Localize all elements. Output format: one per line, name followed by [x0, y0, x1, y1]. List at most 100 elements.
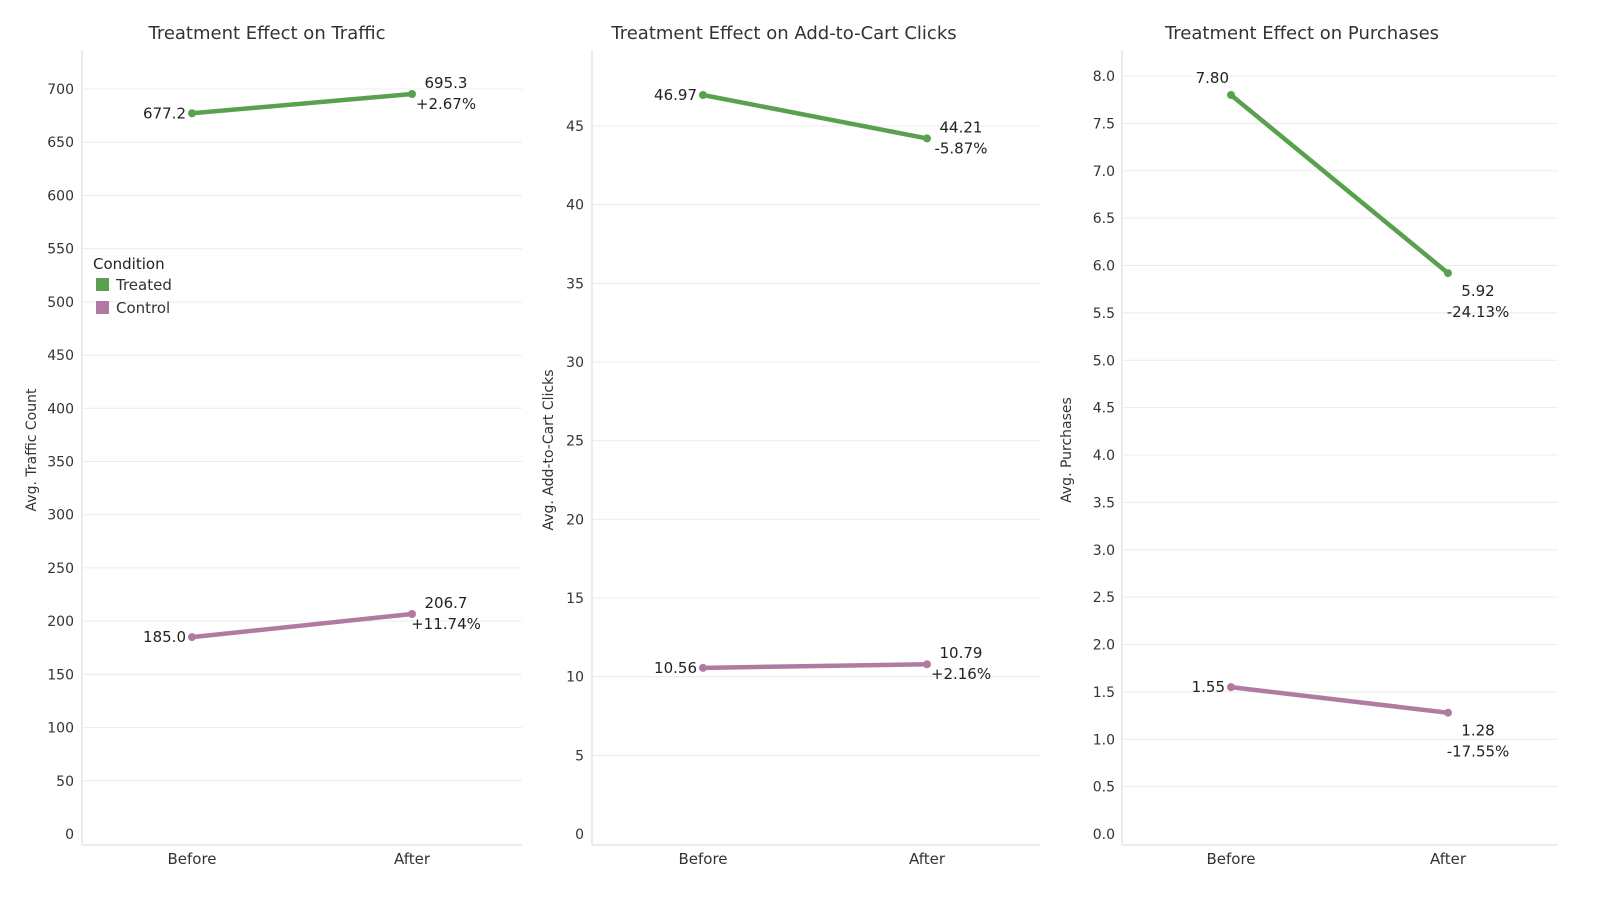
- data-point: [699, 663, 707, 672]
- series-line: [700, 661, 930, 671]
- data-label: 695.3: [425, 74, 468, 92]
- y-axis-label: Avg. Add-to-Cart Clicks: [541, 369, 557, 530]
- y-tick-label: 3.5: [1093, 495, 1115, 511]
- data-label: 46.97: [654, 86, 697, 104]
- series-line: [1228, 92, 1451, 276]
- series-treated: 677.2 695.3 +2.67%: [143, 74, 476, 122]
- data-label: 5.92: [1461, 282, 1494, 300]
- y-tick-label: 150: [47, 667, 74, 683]
- y-tick-label: 550: [47, 242, 74, 258]
- y-tick-label: 200: [47, 614, 74, 630]
- y-tick-label: 7.5: [1093, 116, 1115, 132]
- series-control: 1.55 1.28 -17.55%: [1192, 678, 1510, 761]
- y-tick-label: 40: [566, 198, 584, 214]
- change-label: -24.13%: [1447, 303, 1510, 321]
- legend-title: Condition: [93, 255, 165, 273]
- chart-panel-1: Treatment Effect on Traffic 0 50 100 150 200 2…: [24, 23, 522, 868]
- y-tick-label: 0.5: [1093, 780, 1115, 796]
- y-tick-label: 1.5: [1093, 685, 1115, 701]
- y-tick-label: 4.5: [1093, 401, 1115, 417]
- data-label: 206.7: [425, 594, 468, 612]
- change-label: -17.55%: [1447, 743, 1510, 761]
- data-point: [408, 610, 416, 619]
- chart-title: Treatment Effect on Traffic: [147, 23, 385, 44]
- data-label: 677.2: [143, 104, 186, 122]
- x-tick-label: Before: [678, 850, 727, 868]
- y-tick-label: 350: [47, 455, 74, 471]
- y-tick-label: 400: [47, 401, 74, 417]
- data-label: 10.56: [654, 659, 697, 677]
- data-label: 7.80: [1196, 69, 1229, 87]
- y-tick-label: 20: [566, 512, 584, 528]
- series-line: [700, 92, 930, 141]
- series-control: 185.0 206.7 +11.74%: [143, 594, 481, 646]
- y-tick-label: 8.0: [1093, 69, 1115, 85]
- y-tick-label: 600: [47, 188, 74, 204]
- data-point: [699, 91, 707, 100]
- x-tick-label: After: [394, 850, 431, 868]
- data-label: 10.79: [940, 644, 983, 662]
- y-axis-label: Avg. Purchases: [1059, 397, 1075, 503]
- series-line: [189, 91, 415, 116]
- series-control: 10.56 10.79 +2.16%: [654, 644, 991, 683]
- legend-item-control: Control: [116, 299, 170, 317]
- y-tick-label: 700: [47, 82, 74, 98]
- y-tick-label: 7.0: [1093, 164, 1115, 180]
- chart-panels: Treatment Effect on Traffic0501001502002…: [24, 23, 1558, 868]
- data-point: [923, 660, 931, 669]
- y-tick-label: 5: [575, 748, 584, 764]
- series-treated: 46.97 44.21 -5.87%: [654, 86, 987, 157]
- data-point: [188, 633, 196, 642]
- y-tick-label: 6.0: [1093, 259, 1115, 275]
- y-tick-label: 5.5: [1093, 306, 1115, 322]
- x-tick-label: After: [909, 850, 946, 868]
- y-tick-label: 15: [566, 591, 584, 607]
- data-point: [923, 134, 931, 143]
- data-label: 44.21: [940, 118, 983, 136]
- y-tick-label: 0.0: [1093, 827, 1115, 843]
- y-tick-label: 300: [47, 508, 74, 524]
- data-point: [1444, 269, 1452, 278]
- data-point: [1444, 708, 1452, 717]
- y-tick-label: 2.0: [1093, 638, 1115, 654]
- series-line: [1228, 684, 1451, 715]
- change-label: +11.74%: [411, 615, 481, 633]
- y-tick-label: 250: [47, 561, 74, 577]
- series-line: [189, 611, 415, 640]
- change-label: +2.67%: [416, 95, 476, 113]
- chart-panel-2: Treatment Effect on Add-to-Cart Clicks 0 5…: [541, 23, 1040, 868]
- change-label: +2.16%: [931, 665, 991, 683]
- y-tick-label: 0: [65, 827, 74, 843]
- data-label: 1.28: [1461, 722, 1494, 740]
- chart-panel-3: Treatment Effect on Purchases 0.0 0.5 1.0 1.…: [1059, 23, 1558, 868]
- y-tick-label: 6.5: [1093, 211, 1115, 227]
- chart-title: Treatment Effect on Purchases: [1164, 23, 1439, 44]
- y-tick-label: 0: [575, 827, 584, 843]
- legend-swatch-control: [96, 301, 109, 314]
- y-tick-label: 1.0: [1093, 732, 1115, 748]
- x-tick-label: Before: [167, 850, 216, 868]
- y-tick-label: 50: [56, 774, 74, 790]
- y-tick-label: 100: [47, 721, 74, 737]
- y-tick-label: 10: [566, 670, 584, 686]
- change-label: -5.87%: [934, 139, 987, 157]
- data-point: [1227, 683, 1235, 692]
- y-tick-label: 30: [566, 355, 584, 371]
- legend-swatch-treated: [96, 278, 109, 291]
- series-treated: 7.80 5.92 -24.13%: [1196, 69, 1510, 321]
- data-label: 1.55: [1192, 678, 1225, 696]
- y-tick-label: 25: [566, 434, 584, 450]
- y-tick-label: 45: [566, 119, 584, 135]
- y-tick-label: 5.0: [1093, 353, 1115, 369]
- data-label: 185.0: [143, 628, 186, 646]
- legend: Condition Treated Control: [93, 255, 172, 317]
- y-tick-label: 3.0: [1093, 543, 1115, 559]
- data-point: [188, 109, 196, 118]
- data-point: [1227, 90, 1235, 99]
- y-tick-label: 4.0: [1093, 448, 1115, 464]
- y-tick-label: 2.5: [1093, 590, 1115, 606]
- x-tick-label: After: [1430, 850, 1467, 868]
- legend-item-treated: Treated: [115, 276, 172, 294]
